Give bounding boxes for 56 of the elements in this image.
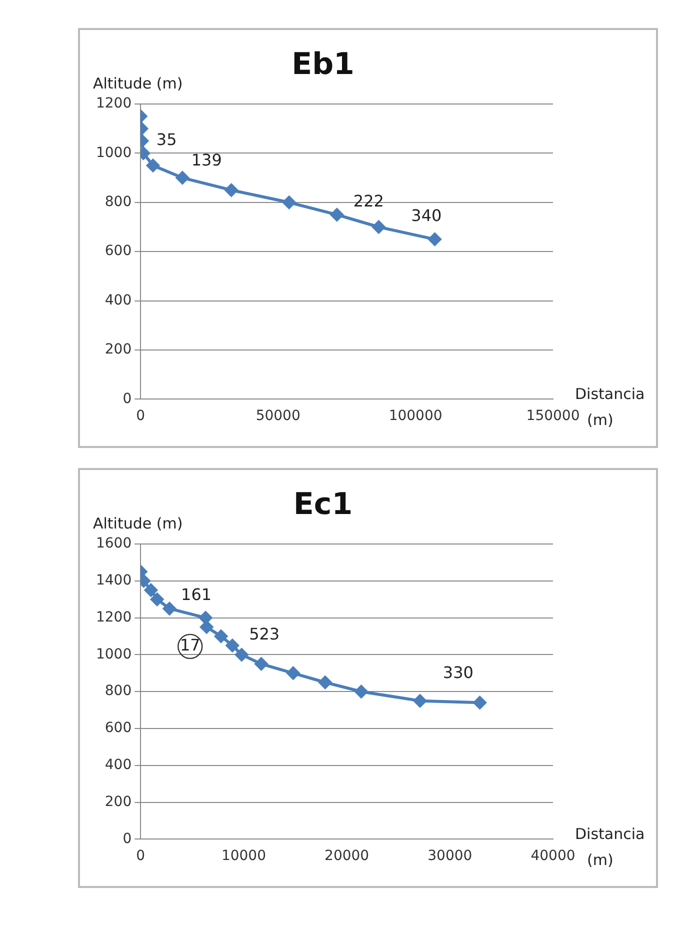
point: [414, 694, 427, 708]
y-axis-title: Altitude (m): [93, 514, 183, 532]
chart-title: Eb1: [292, 46, 354, 82]
point: [200, 620, 214, 634]
point: [372, 220, 386, 234]
y-tick-label: 600: [104, 720, 132, 736]
x-tick-label: 100000: [388, 408, 442, 424]
point: [144, 584, 158, 597]
point: [226, 638, 239, 652]
point: [214, 630, 228, 643]
point: [354, 685, 368, 698]
point: [150, 592, 164, 606]
annotation: 340: [411, 206, 442, 226]
point: [235, 648, 248, 662]
x-tick-label: 0: [136, 408, 146, 424]
point: [428, 232, 442, 246]
point: [330, 208, 344, 222]
y-tick-label: 1200: [96, 609, 132, 626]
point: [162, 602, 176, 616]
point: [473, 696, 486, 710]
y-tick-label: 0: [122, 830, 132, 847]
y-tick-label: 200: [104, 342, 132, 358]
annotation: 161: [181, 584, 212, 604]
point: [318, 676, 332, 689]
y-tick-label: 1400: [96, 572, 132, 589]
y-tick-label: 0: [122, 390, 132, 407]
x-tick-label: 20000: [324, 848, 370, 864]
annotation: 139: [191, 150, 222, 170]
annotation: 523: [249, 624, 280, 644]
annotation: 17: [180, 636, 200, 655]
x-axis-title: Distancia (m): [575, 825, 645, 870]
y-tick-label: 1000: [96, 646, 132, 662]
y-tick-label: 400: [104, 757, 132, 774]
x-tick-label: 30000: [428, 848, 472, 864]
point: [224, 184, 238, 197]
y-tick-label: 1200: [96, 96, 132, 112]
y-tick-label: 200: [104, 794, 132, 810]
y-tick-label: 800: [104, 194, 132, 210]
x-tick-label: 10000: [221, 848, 266, 864]
point: [286, 666, 300, 680]
x-tick-label: 40000: [530, 848, 576, 864]
y-tick-label: 400: [104, 292, 132, 308]
y-tick-label: 1600: [96, 536, 132, 552]
y-tick-label: 1000: [96, 144, 132, 161]
x-tick-label: 50000: [256, 408, 300, 424]
annotation: 222: [353, 191, 384, 210]
point: [282, 196, 296, 209]
chart-title: Ec1: [293, 486, 353, 522]
point: [254, 657, 268, 670]
annotation: 330: [442, 663, 474, 682]
x-tick-label: 0: [136, 848, 146, 864]
y-tick-label: 800: [104, 683, 132, 700]
annotation: 35: [156, 130, 177, 150]
y-tick-label: 600: [104, 243, 132, 260]
y-axis-title: Altitude (m): [93, 74, 183, 92]
point: [199, 611, 212, 624]
